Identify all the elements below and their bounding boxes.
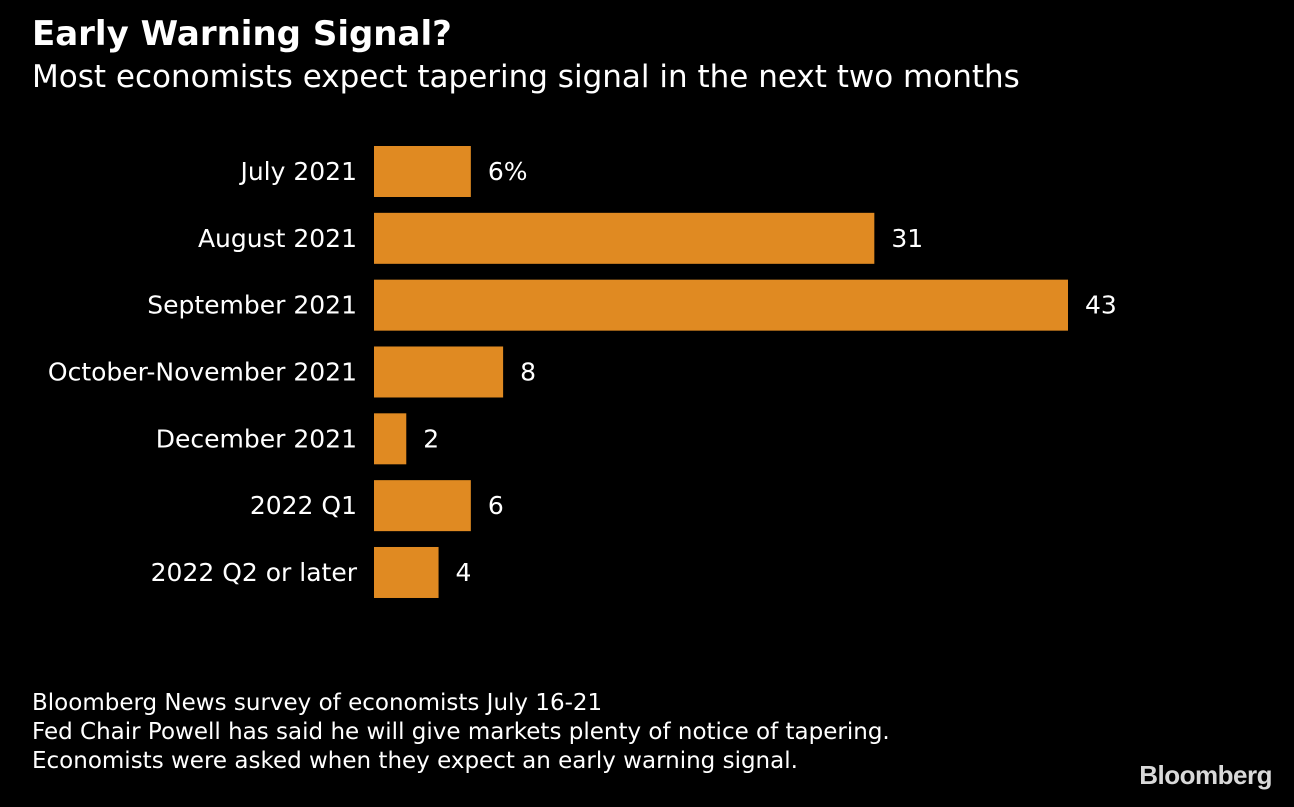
category-label: October-November 2021 — [48, 357, 357, 386]
value-label: 8 — [520, 357, 536, 386]
value-label: 43 — [1085, 291, 1117, 320]
bloomberg-logo: Bloomberg — [1139, 760, 1272, 790]
category-label: August 2021 — [198, 224, 357, 253]
value-label: 2 — [423, 424, 439, 453]
category-label: 2022 Q1 — [250, 491, 357, 520]
footnote-question: Economists were asked when they expect a… — [32, 748, 798, 774]
value-label: 6% — [488, 157, 528, 186]
chart-title: Early Warning Signal? — [32, 14, 452, 54]
footnotes: Bloomberg News survey of economists July… — [32, 689, 890, 776]
footnote-source: Bloomberg News survey of economists July… — [32, 690, 603, 716]
value-label: 31 — [891, 224, 923, 253]
bar — [374, 480, 471, 532]
category-label: 2022 Q2 or later — [151, 558, 358, 587]
bar — [374, 413, 407, 465]
bar — [374, 346, 504, 398]
category-label: July 2021 — [238, 157, 357, 186]
footnote-context: Fed Chair Powell has said he will give m… — [32, 719, 890, 745]
bar — [374, 279, 1068, 331]
value-label: 4 — [456, 558, 472, 587]
value-label: 6 — [488, 491, 504, 520]
category-label: September 2021 — [147, 291, 357, 320]
chart-subtitle: Most economists expect tapering signal i… — [32, 59, 1020, 95]
bar — [374, 146, 471, 197]
category-label: December 2021 — [156, 424, 357, 453]
bar — [374, 546, 439, 598]
bar — [374, 212, 875, 264]
